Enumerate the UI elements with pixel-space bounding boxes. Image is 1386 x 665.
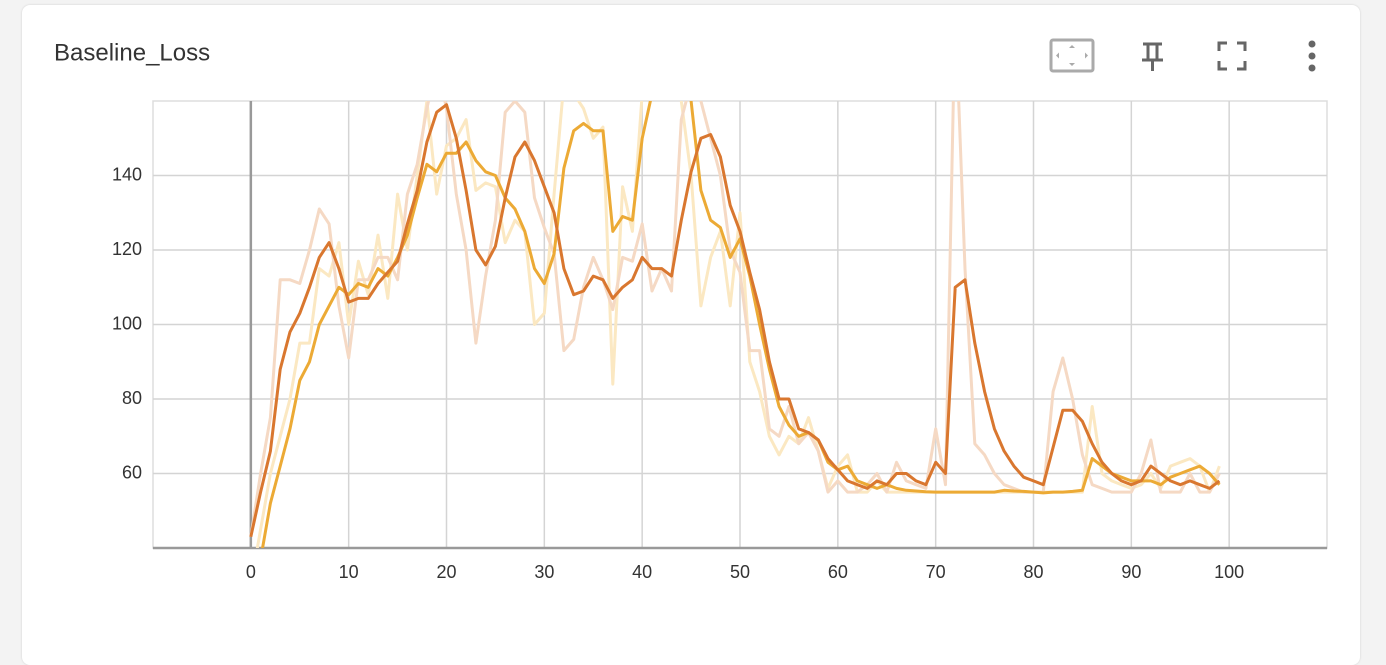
x-tick-label: 60 (828, 562, 848, 582)
x-tick-label: 90 (1121, 562, 1141, 582)
x-tick-label: 40 (632, 562, 652, 582)
y-tick-label: 80 (122, 388, 142, 408)
series-line (249, 103, 1221, 538)
series-line (255, 101, 1221, 548)
x-tick-label: 80 (1023, 562, 1043, 582)
y-tick-label: 120 (112, 239, 142, 259)
x-tick-label: 10 (339, 562, 359, 582)
fit-domain-button[interactable] (1049, 38, 1095, 73)
x-tick-label: 50 (730, 562, 750, 582)
x-tick-label: 20 (436, 562, 456, 582)
x-tick-label: 70 (926, 562, 946, 582)
grid (152, 100, 1328, 550)
tick-labels: 60 80 100 120 140 0 10 20 30 40 50 60 70 80 90 100 (112, 164, 1244, 582)
fullscreen-button[interactable] (1217, 41, 1247, 71)
series-line (249, 101, 1221, 538)
pin-button[interactable] (1142, 42, 1163, 71)
y-tick-label: 140 (112, 164, 142, 184)
chart-title: Baseline_Loss (54, 39, 210, 66)
x-tick-label: 30 (534, 562, 554, 582)
page: {"chart_data": {"type": "line", "title":… (22, 5, 1360, 665)
card (22, 5, 1360, 665)
y-tick-label: 60 (122, 462, 142, 482)
toolbar (1049, 38, 1316, 73)
more-button[interactable] (1308, 40, 1316, 72)
plot (249, 101, 1221, 548)
y-tick-label: 100 (112, 313, 142, 333)
x-tick-label: 100 (1214, 562, 1244, 582)
x-tick-label: 0 (246, 562, 256, 582)
series-line (261, 101, 1221, 548)
